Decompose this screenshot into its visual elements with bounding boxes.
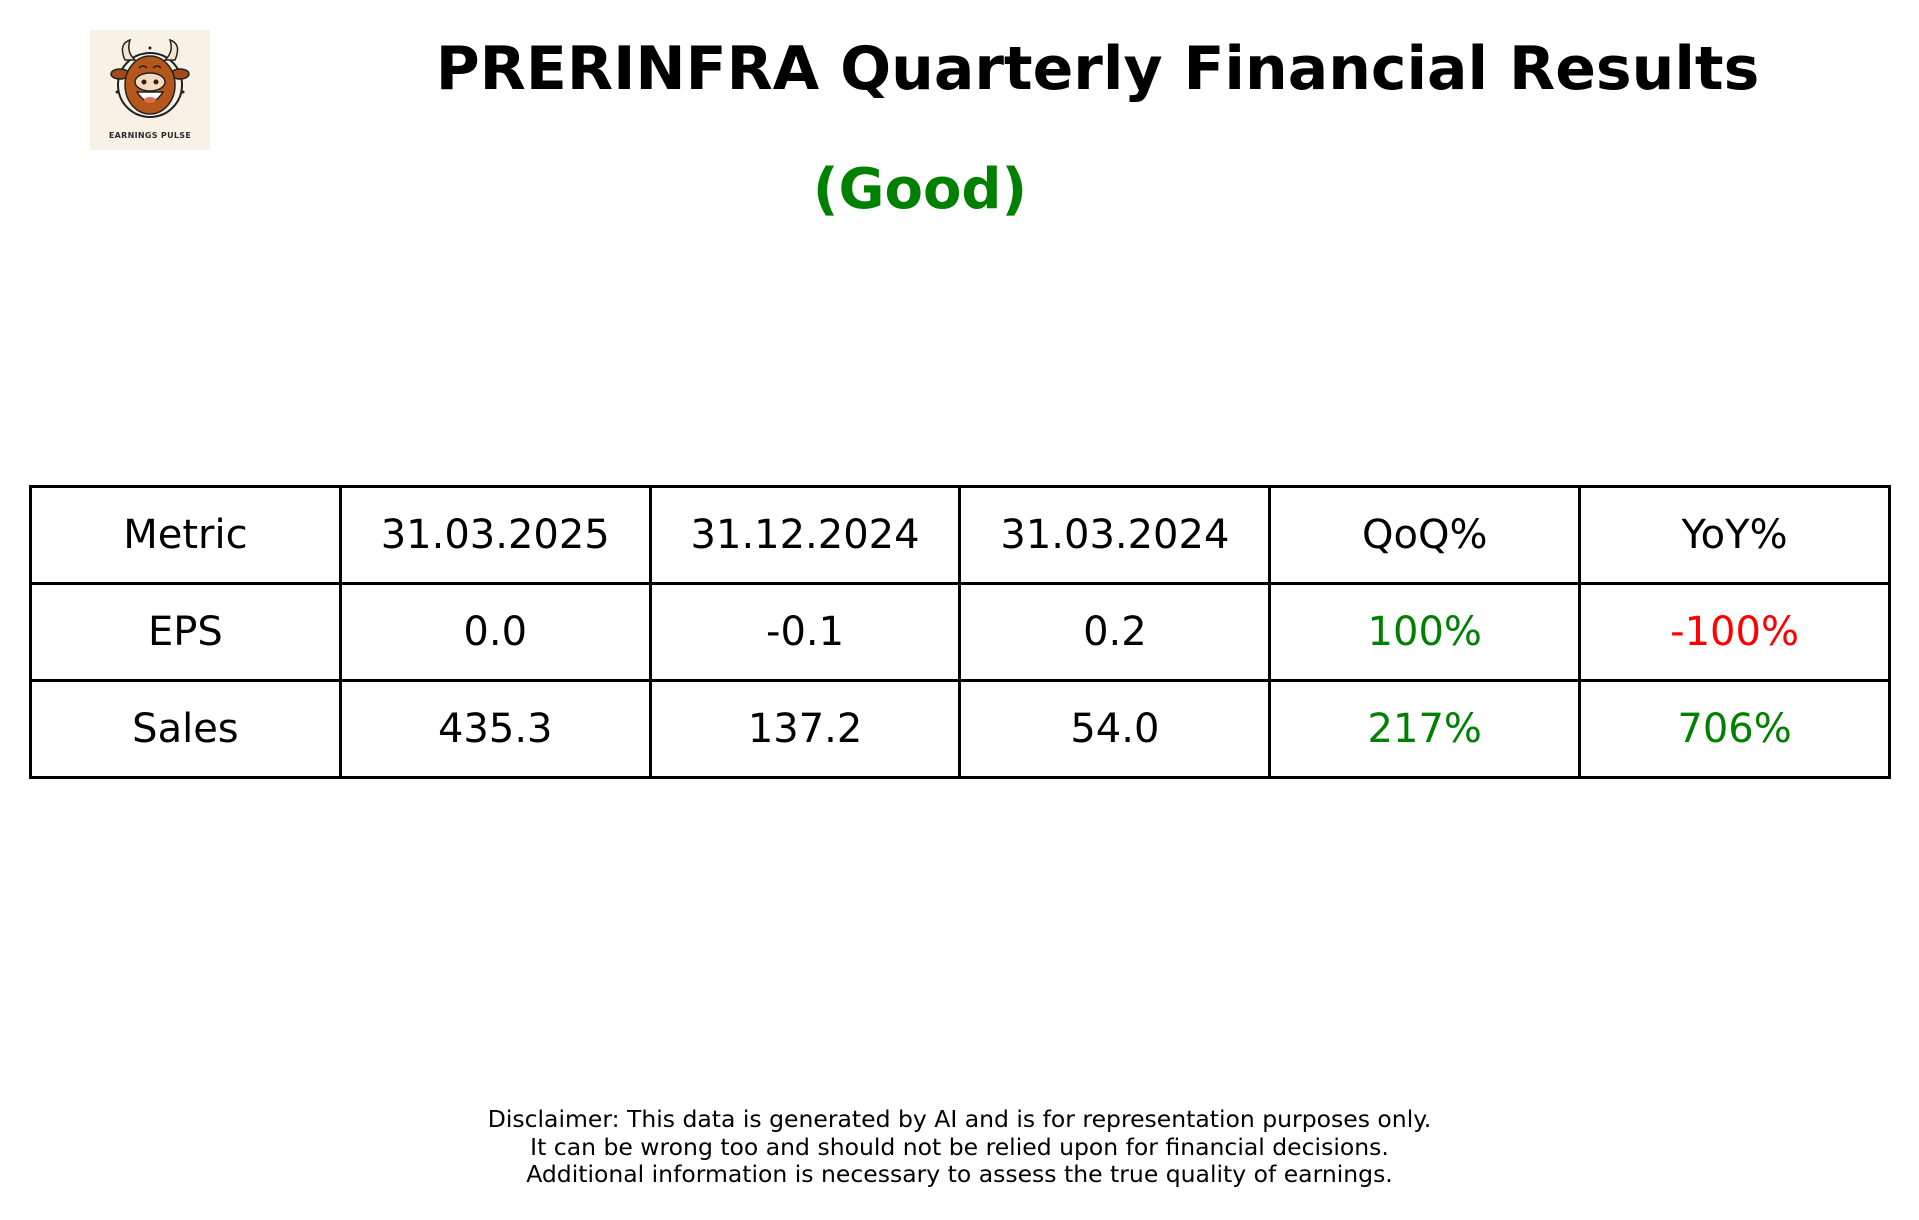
- header-quarter-2: 31.12.2024: [648, 485, 962, 585]
- disclaimer-line: Additional information is necessary to a…: [526, 1160, 1393, 1188]
- verdict-label: (Good): [812, 157, 1028, 222]
- header-quarter-1: 31.03.2025: [338, 485, 652, 585]
- logo-text: EARNINGS PULSE: [108, 131, 192, 140]
- table-row: EPS 0.0 -0.1 0.2 100% -100%: [29, 582, 1891, 682]
- earnings-pulse-logo: EARNINGS PULSE: [90, 30, 210, 150]
- header-metric: Metric: [29, 485, 342, 585]
- value-cell: 54.0: [958, 679, 1272, 779]
- value-cell: -0.1: [648, 582, 962, 682]
- yoy-change: -100%: [1578, 582, 1891, 682]
- table-header-row: Metric 31.03.2025 31.12.2024 31.03.2024 …: [29, 485, 1891, 585]
- value-cell: 137.2: [648, 679, 962, 779]
- header-yoy: YoY%: [1578, 485, 1891, 585]
- value-cell: 0.0: [338, 582, 652, 682]
- qoq-change: 100%: [1268, 582, 1582, 682]
- table-row: Sales 435.3 137.2 54.0 217% 706%: [29, 679, 1891, 779]
- laughing-bull-icon: [110, 38, 190, 118]
- disclaimer-line: It can be wrong too and should not be re…: [530, 1132, 1389, 1161]
- disclaimer-line: Disclaimer: This data is generated by AI…: [487, 1105, 1432, 1133]
- results-table: Metric 31.03.2025 31.12.2024 31.03.2024 …: [29, 485, 1891, 779]
- metric-name: Sales: [29, 679, 342, 779]
- value-cell: 0.2: [958, 582, 1272, 682]
- header-quarter-3: 31.03.2024: [958, 485, 1272, 585]
- qoq-change: 217%: [1268, 679, 1582, 779]
- metric-name: EPS: [29, 582, 342, 682]
- yoy-change: 706%: [1578, 679, 1891, 779]
- disclaimer: Disclaimer: This data is generated by AI…: [0, 1105, 1919, 1189]
- value-cell: 435.3: [338, 679, 652, 779]
- header-qoq: QoQ%: [1268, 485, 1582, 585]
- page-title: PRERINFRA Quarterly Financial Results: [435, 34, 1760, 104]
